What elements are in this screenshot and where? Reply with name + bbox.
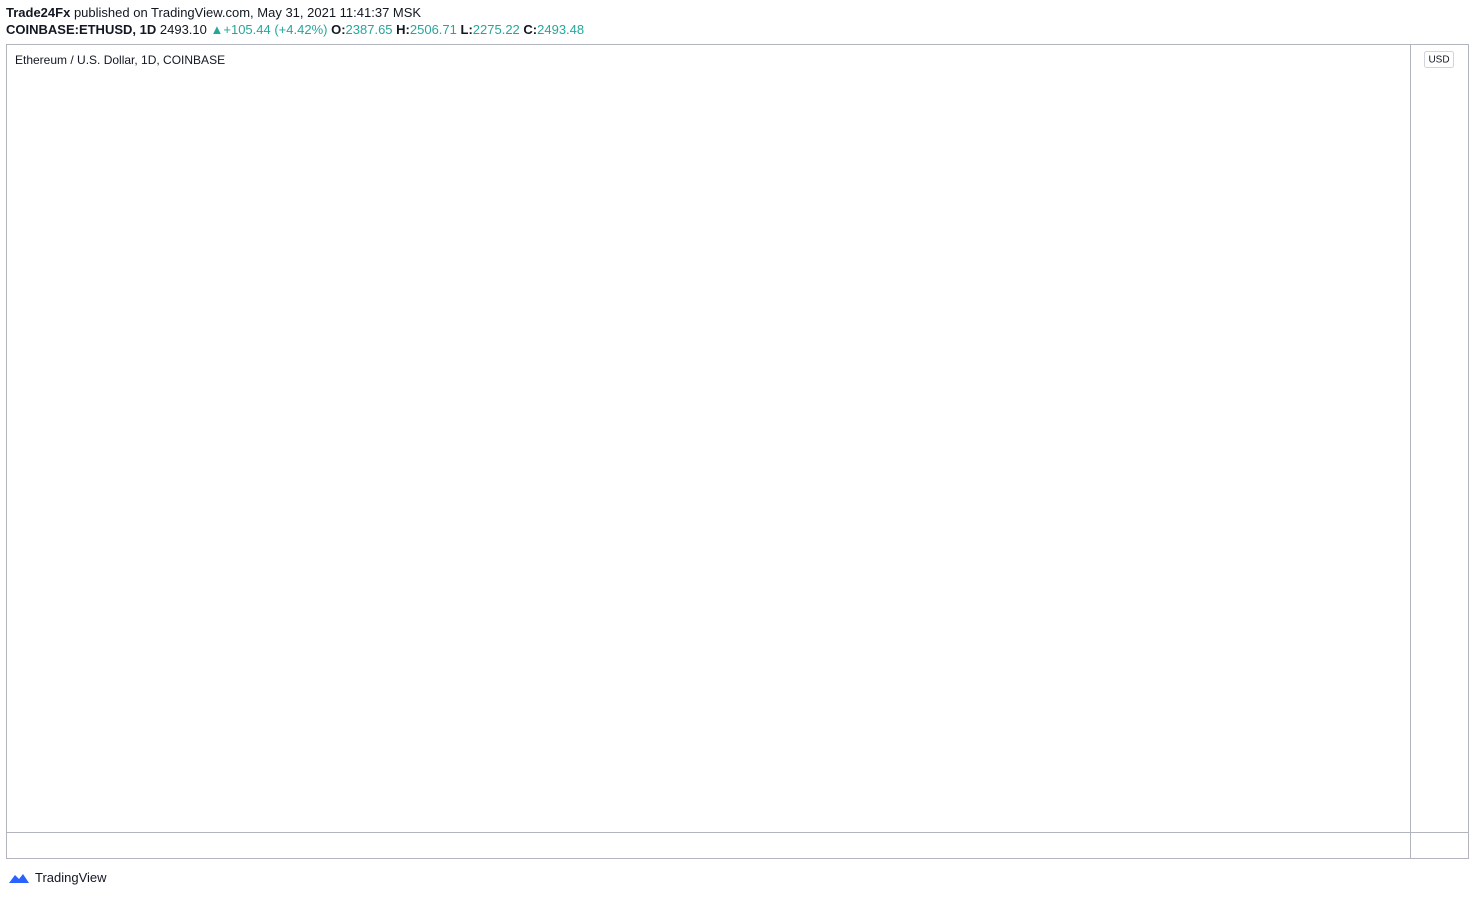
symbol: COINBASE:ETHUSD, 1D (6, 22, 157, 37)
chart-frame (6, 44, 1469, 859)
currency: USD (1428, 55, 1449, 66)
chart-title: Ethereum / U.S. Dollar, 1D, COINBASE (15, 53, 225, 67)
change-arrow: ▲ (210, 22, 224, 37)
ohlc-value: 2506.71 (409, 22, 457, 37)
ohlc-label: O: (331, 22, 346, 37)
ohlc-label: L: (460, 22, 473, 37)
symbol-line: COINBASE:ETHUSD, 1D 2493.10 ▲+105.44 (+4… (6, 22, 584, 37)
ohlc-value: 2387.65 (345, 22, 393, 37)
currency-box[interactable] (1424, 51, 1454, 68)
ohlc-label: C: (523, 22, 538, 37)
ohlc-label: H: (396, 22, 410, 37)
change: +105.44 (+4.42%) (223, 22, 328, 37)
footer: TradingView (8, 870, 107, 885)
tv-logo (9, 873, 29, 883)
published: published on TradingView.com, May 31, 20… (73, 5, 422, 20)
last-price: 2493.10 (159, 22, 207, 37)
brand: TradingView (35, 870, 107, 885)
publish-line: Trade24Fx published on TradingView.com, … (6, 5, 421, 20)
ohlc-value: 2493.48 (537, 22, 585, 37)
publisher: Trade24Fx (6, 5, 71, 20)
ohlc-value: 2275.22 (472, 22, 520, 37)
